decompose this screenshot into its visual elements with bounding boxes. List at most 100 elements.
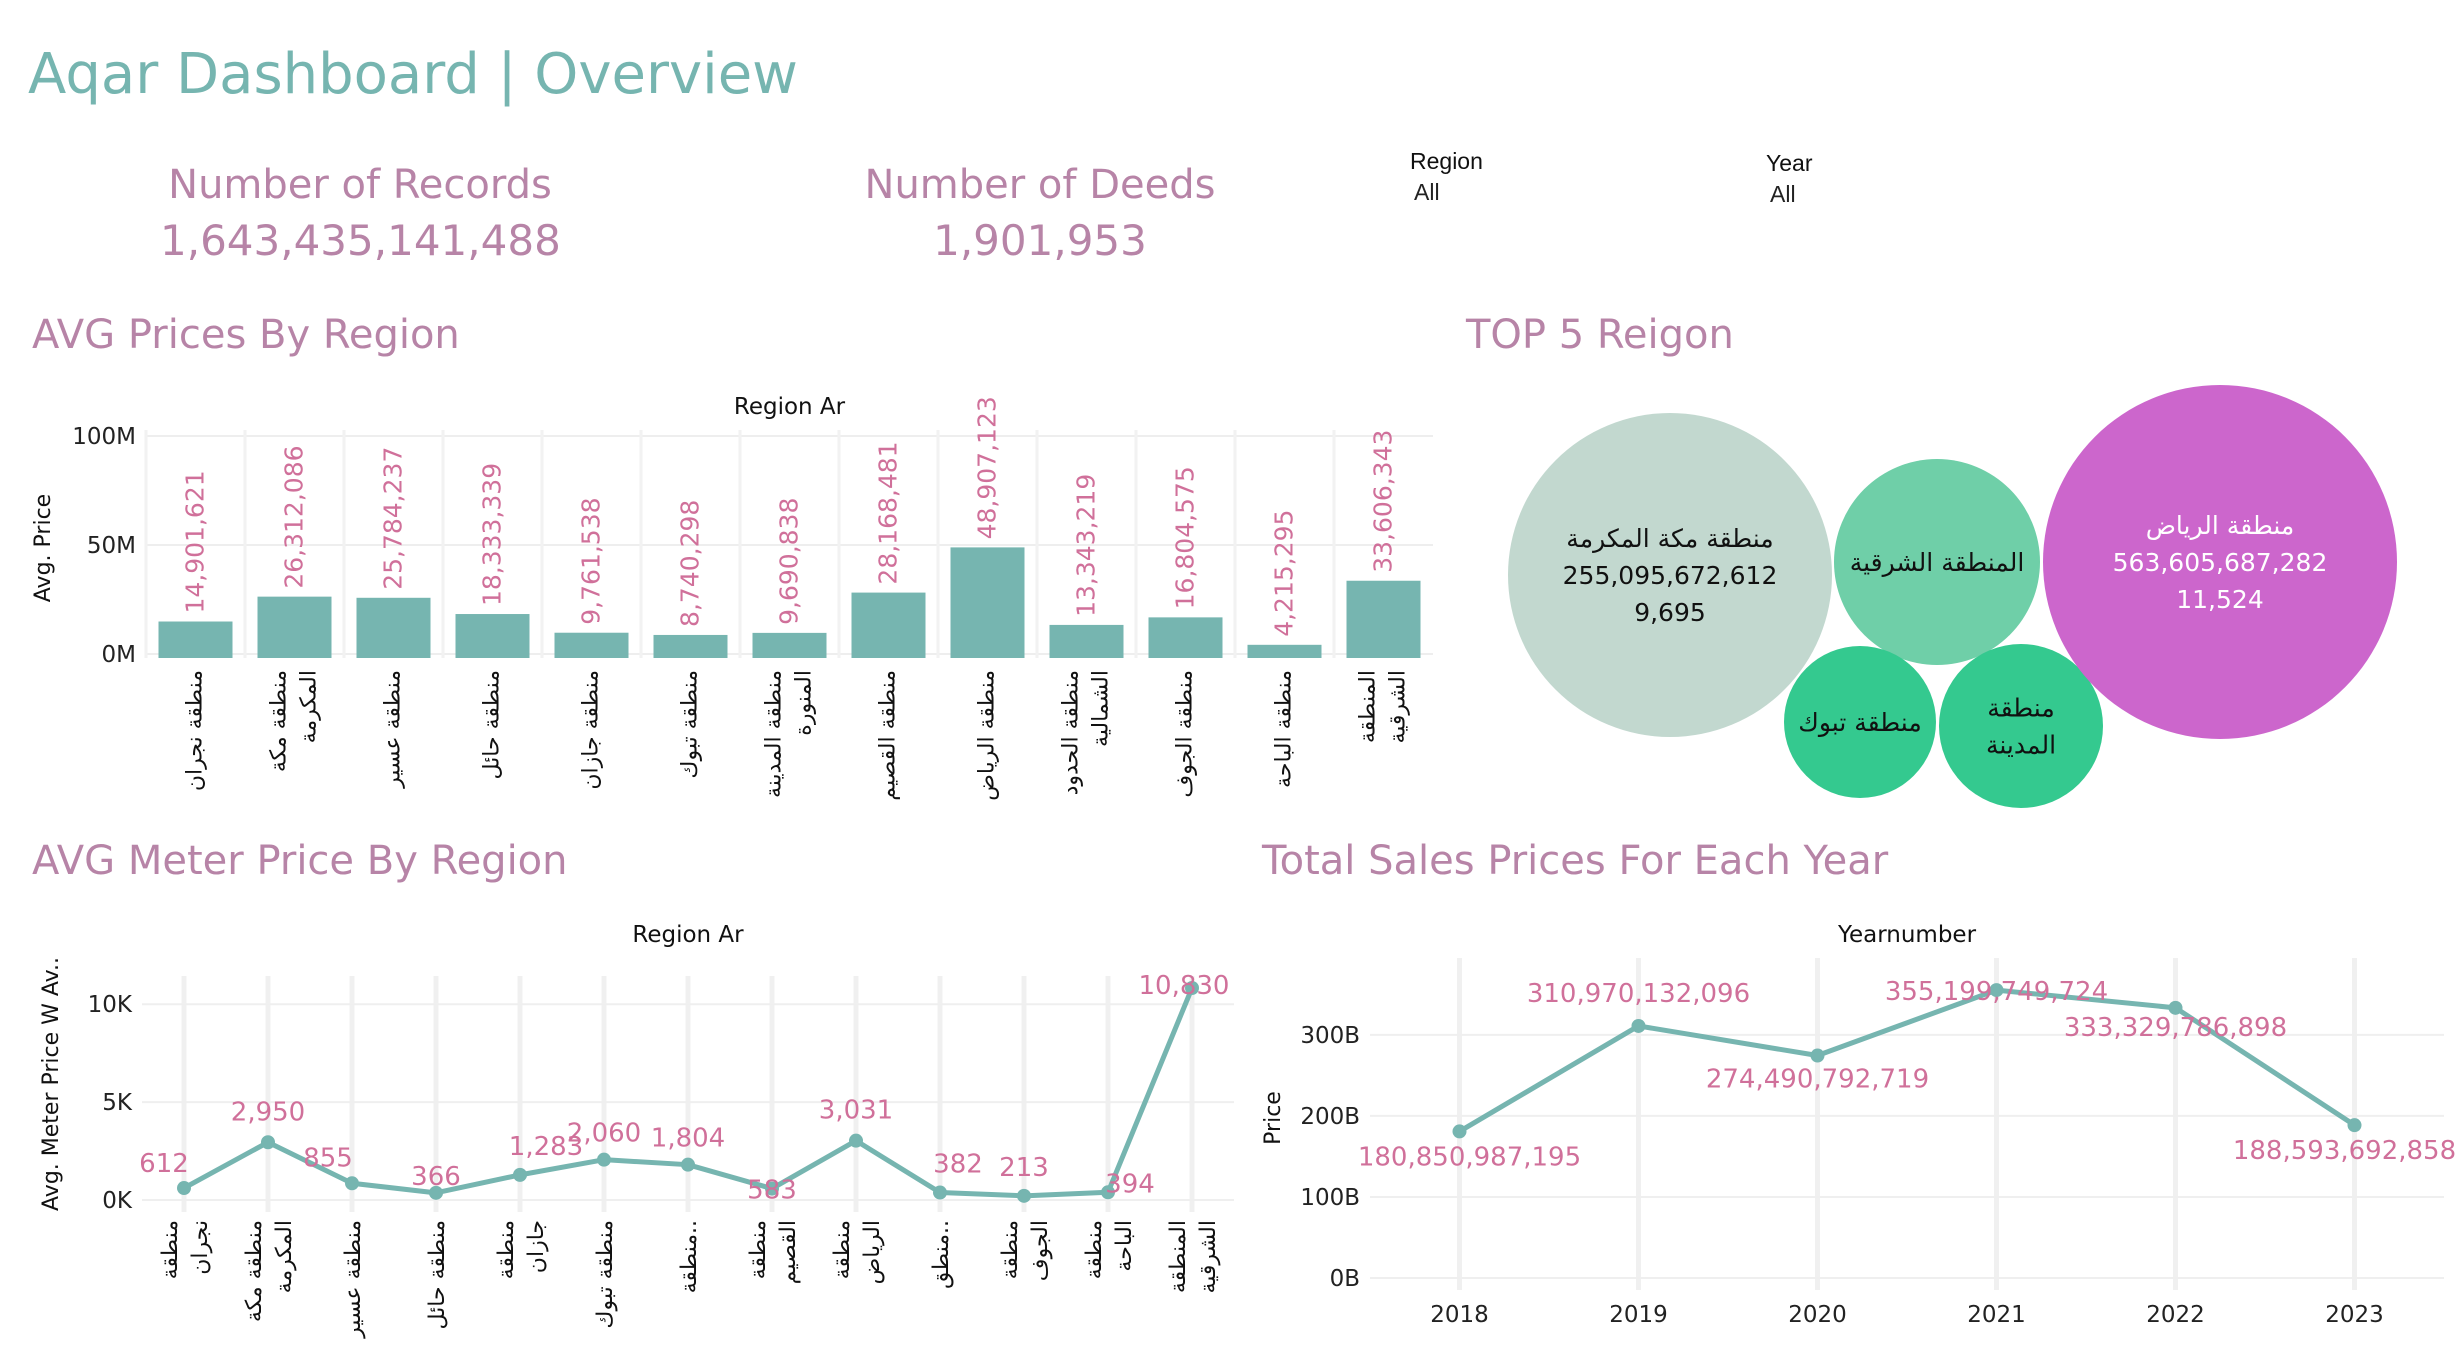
bubble bbox=[1508, 413, 1832, 737]
region-filter-value[interactable]: All bbox=[1414, 179, 1440, 205]
sales-tick-label: 100B bbox=[1300, 1185, 1360, 1211]
meter-header: Region Ar bbox=[632, 922, 744, 948]
sales-ylabel: Price bbox=[1261, 1091, 1286, 1145]
avg-prices-title: AVG Prices By Region bbox=[32, 312, 460, 358]
bar bbox=[356, 597, 431, 658]
meter-value-label: 213 bbox=[999, 1153, 1049, 1183]
sales-tick-label: 200B bbox=[1300, 1104, 1360, 1130]
meter-point bbox=[177, 1181, 191, 1196]
sales-value-label: 188,593,692,858 bbox=[2233, 1136, 2456, 1166]
bar-category-label: منطقة الرياض bbox=[975, 670, 1000, 800]
meter-value-label: 1,283 bbox=[509, 1132, 583, 1162]
meter-value-label: 366 bbox=[411, 1162, 461, 1192]
meter-point bbox=[1101, 1185, 1115, 1200]
sales-point bbox=[2347, 1118, 2362, 1133]
meter-point bbox=[765, 1181, 779, 1196]
bar-value-label: 48,907,123 bbox=[973, 396, 1002, 539]
bar bbox=[653, 634, 728, 658]
meter-point bbox=[597, 1152, 611, 1167]
bar-value-label: 26,312,086 bbox=[280, 445, 309, 588]
bubble-value-label: 9,695 bbox=[1634, 598, 1706, 627]
bar-category-label: منطقة جازان bbox=[579, 670, 604, 790]
bar bbox=[257, 596, 332, 658]
bar-category-label: منطقة المدينة bbox=[762, 670, 787, 798]
meter-point bbox=[1017, 1188, 1031, 1203]
meter-ylabel: Avg. Meter Price W Av.. bbox=[39, 957, 64, 1211]
bubble bbox=[2043, 385, 2397, 739]
meter-point bbox=[681, 1157, 695, 1172]
bar-chart-header: Region Ar bbox=[734, 394, 846, 420]
bar-value-label: 14,901,621 bbox=[181, 470, 210, 613]
bar-category-label: منطقة مكة bbox=[267, 670, 292, 772]
meter-value-label: 855 bbox=[303, 1143, 353, 1173]
meter-point bbox=[513, 1167, 527, 1182]
bubble-region-label: منطقة مكة المكرمة bbox=[1566, 524, 1773, 553]
sales-value-label: 310,970,132,096 bbox=[1527, 979, 1750, 1009]
bubble-value-label: 11,524 bbox=[2176, 585, 2263, 614]
meter-value-label: 2,060 bbox=[567, 1119, 641, 1149]
sales-year-line-chart: Yearnumber Price 0B 100B 200B 300B 180,850,987… bbox=[1261, 922, 2456, 1328]
meter-category-label: منطقة bbox=[746, 1220, 771, 1279]
sales-header: Yearnumber bbox=[1837, 922, 1977, 948]
meter-category-label: منطقة bbox=[158, 1220, 183, 1279]
bar bbox=[752, 632, 827, 658]
bar-category-label: منطقة القصيم bbox=[876, 670, 901, 800]
kpi-deeds-label: Number of Deeds bbox=[864, 162, 1216, 208]
bubble-region-label: المنطقة الشرقية bbox=[1850, 548, 2025, 577]
meter-price-line-chart: Region Ar Avg. Meter Price W Av.. 0K 5K 10K 6… bbox=[39, 922, 1234, 1339]
bubble-region-label: المدينة bbox=[1986, 731, 2056, 760]
year-filter-label: Year bbox=[1766, 150, 1813, 176]
meter-category-label: منطق.. bbox=[929, 1220, 954, 1289]
bar bbox=[158, 621, 233, 658]
meter-tick-label: 0K bbox=[102, 1188, 133, 1214]
meter-value-label: 583 bbox=[747, 1176, 797, 1206]
bar-tick-label: 50M bbox=[87, 533, 136, 559]
bar-tick-label: 0M bbox=[102, 642, 136, 668]
year-filter-value[interactable]: All bbox=[1770, 181, 1796, 207]
meter-price-title: AVG Meter Price By Region bbox=[32, 838, 568, 884]
meter-point bbox=[345, 1176, 359, 1191]
avg-prices-bar-chart: Region Ar Avg. Price 0M 50M 100M 14,901,621 من… bbox=[31, 394, 1433, 800]
bar-category-label: منطقة الحدود bbox=[1059, 670, 1084, 795]
bar-value-label: 16,804,575 bbox=[1171, 466, 1200, 609]
bar-category-label: منطقة عسير bbox=[381, 670, 406, 789]
sales-x-tick-label: 2019 bbox=[1609, 1302, 1668, 1328]
bar-category-label: منطقة الباحة bbox=[1272, 670, 1297, 788]
kpi-records-value: 1,643,435,141,488 bbox=[160, 216, 561, 265]
bar-category-label: المكرمة bbox=[297, 670, 322, 743]
sales-value-label: 355,199,749,724 bbox=[1885, 977, 2108, 1007]
bar-value-label: 4,215,295 bbox=[1270, 510, 1299, 637]
bar-value-label: 8,740,298 bbox=[676, 500, 705, 627]
bar-category-label: المنطقة bbox=[1356, 670, 1381, 743]
bar-value-label: 33,606,343 bbox=[1369, 430, 1398, 573]
bubble-region-label: منطقة bbox=[1987, 694, 2055, 723]
region-filter[interactable]: Region All bbox=[1410, 148, 1483, 206]
bar-category-label: الشرقية bbox=[1386, 670, 1411, 744]
meter-tick-label: 5K bbox=[102, 1090, 133, 1116]
meter-category-label: منطقة bbox=[1082, 1220, 1107, 1279]
sales-x-tick-label: 2022 bbox=[2146, 1302, 2205, 1328]
meter-category-label: المكرمة bbox=[272, 1220, 297, 1293]
bubble bbox=[1834, 459, 2040, 665]
sales-series-line bbox=[1458, 987, 2356, 1134]
page-title: Aqar Dashboard | Overview bbox=[28, 42, 798, 107]
bar bbox=[554, 632, 629, 658]
meter-value-label: 612 bbox=[139, 1149, 189, 1179]
meter-category-label: منطقة حائل bbox=[425, 1220, 450, 1329]
sales-x-tick-label: 2018 bbox=[1430, 1302, 1489, 1328]
meter-category-label: منطقة.. bbox=[677, 1220, 702, 1293]
sales-value-label: 333,329,786,898 bbox=[2064, 1013, 2287, 1043]
bubble-region-label: منطقة الرياض bbox=[2146, 511, 2295, 540]
meter-point bbox=[849, 1133, 863, 1148]
sales-tick-label: 0B bbox=[1330, 1266, 1360, 1292]
bar-category-label: منطقة الجوف bbox=[1173, 670, 1198, 798]
bar-category-label: منطقة حائل bbox=[480, 670, 505, 779]
meter-category-label: منطقة مكة bbox=[242, 1220, 267, 1322]
bar-category-label: الشمالية bbox=[1089, 670, 1114, 747]
year-filter[interactable]: Year All bbox=[1766, 150, 1812, 208]
meter-category-label: منطقة تبوك bbox=[593, 1220, 618, 1329]
sales-point bbox=[1989, 983, 2004, 998]
bubble-region-label: منطقة تبوك bbox=[1798, 708, 1921, 737]
meter-category-label: المنطقة bbox=[1166, 1220, 1191, 1293]
bubble-value-label: 563,605,687,282 bbox=[2113, 548, 2328, 577]
